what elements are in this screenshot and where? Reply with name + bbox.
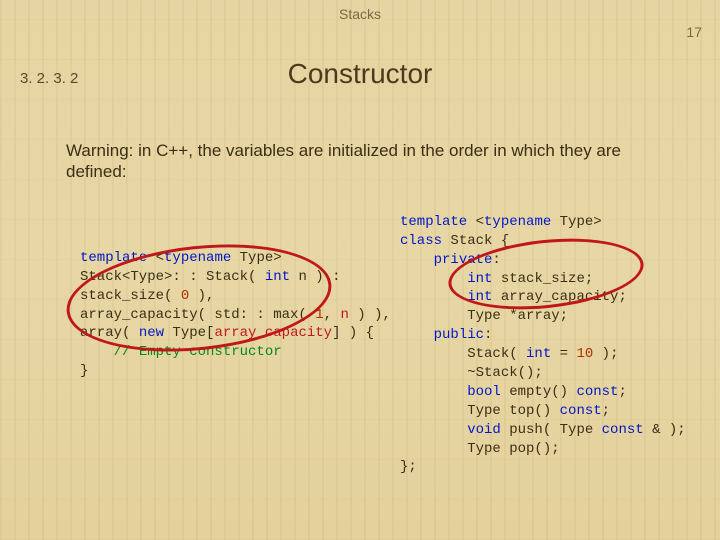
code-token: int	[467, 289, 492, 305]
code-token: int	[265, 269, 290, 285]
code-token: Type[	[164, 325, 214, 341]
code-token: stack_size(	[80, 288, 181, 304]
code-token: private	[434, 252, 493, 268]
code-token: Type *array;	[400, 308, 568, 324]
code-token: typename	[164, 250, 231, 266]
code-token: & );	[644, 422, 686, 438]
code-token: ] ) {	[332, 325, 374, 341]
code-token: array_capacity;	[492, 289, 626, 305]
code-token	[400, 252, 434, 268]
code-block-class-decl: template <typename Type> class Stack { p…	[400, 194, 686, 477]
code-token: Type>	[551, 214, 601, 230]
code-token: array_capacity	[214, 325, 332, 341]
code-token: ;	[618, 384, 626, 400]
code-token: const	[560, 403, 602, 419]
code-token: Type>	[231, 250, 281, 266]
code-token: stack_size;	[492, 271, 593, 287]
code-token: Stack(	[400, 346, 526, 362]
code-token: array(	[80, 325, 139, 341]
code-token: const	[602, 422, 644, 438]
slide-topic: Stacks	[0, 0, 720, 22]
code-token: 1	[315, 307, 323, 323]
code-token: public	[434, 327, 484, 343]
code-token: push( Type	[501, 422, 602, 438]
code-token: new	[139, 325, 164, 341]
code-token: Stack<Type>: : Stack(	[80, 269, 265, 285]
warning-text: Warning: in C++, the variables are initi…	[66, 140, 680, 183]
code-token: Stack {	[442, 233, 509, 249]
code-token: ,	[324, 307, 341, 323]
code-token: template	[80, 250, 147, 266]
code-token: typename	[484, 214, 551, 230]
code-token	[400, 422, 467, 438]
code-token: Type pop();	[400, 441, 560, 457]
code-token: :	[492, 252, 500, 268]
code-token: =	[551, 346, 576, 362]
code-token: n	[340, 307, 348, 323]
code-token: ) ),	[349, 307, 391, 323]
code-token: <	[467, 214, 484, 230]
code-block-constructor: template <typename Type> Stack<Type>: : …	[80, 230, 391, 381]
code-token: }	[80, 363, 88, 379]
code-token: ~Stack();	[400, 365, 543, 381]
code-token: };	[400, 459, 417, 475]
code-token: 0	[181, 288, 189, 304]
code-token: empty()	[501, 384, 577, 400]
code-token: bool	[467, 384, 501, 400]
code-token: int	[467, 271, 492, 287]
code-token: ;	[602, 403, 610, 419]
slide-title: Constructor	[0, 58, 720, 90]
code-token: 10	[576, 346, 593, 362]
code-token	[400, 289, 467, 305]
code-token	[400, 327, 434, 343]
code-token: ),	[189, 288, 214, 304]
code-token: template	[400, 214, 467, 230]
code-token	[80, 344, 114, 360]
code-token: n ) :	[290, 269, 340, 285]
code-token: :	[484, 327, 492, 343]
code-token	[400, 271, 467, 287]
code-token	[400, 384, 467, 400]
code-token: <	[147, 250, 164, 266]
code-token: );	[593, 346, 618, 362]
code-token: void	[467, 422, 501, 438]
code-token: // Empty constructor	[114, 344, 282, 360]
code-token: const	[576, 384, 618, 400]
code-token: class	[400, 233, 442, 249]
code-token: Type top()	[400, 403, 560, 419]
section-number: 3. 2. 3. 2	[20, 70, 78, 87]
code-token: array_capacity( std: : max(	[80, 307, 315, 323]
code-token: int	[526, 346, 551, 362]
page-number: 17	[686, 24, 702, 40]
